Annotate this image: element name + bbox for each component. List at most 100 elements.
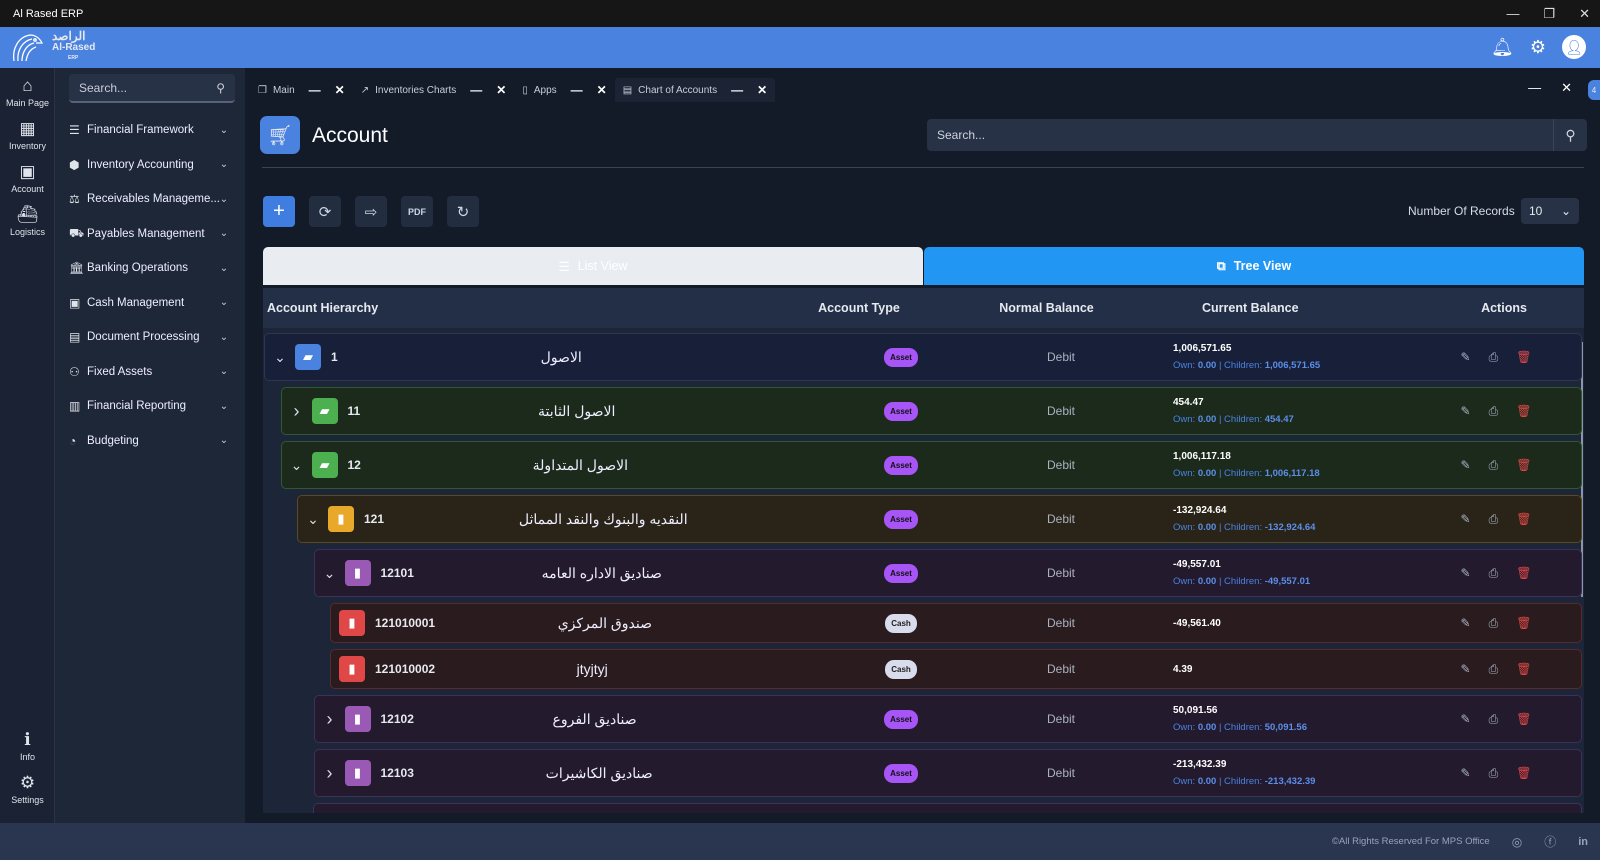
- tab-count-badge[interactable]: 4: [1588, 80, 1600, 100]
- trash-icon[interactable]: 🗑︎: [1516, 765, 1532, 780]
- tab-minimize-button[interactable]: —: [731, 83, 744, 97]
- trash-icon[interactable]: 🗑︎: [1516, 565, 1532, 580]
- tab-close-button[interactable]: ✕: [596, 83, 607, 97]
- scrollbar[interactable]: [1581, 342, 1583, 597]
- table-row[interactable]: ⌄ ▰ 1 الاصول Asset Debit 1,006,571.65 Own: 0…: [264, 333, 1582, 381]
- table-row[interactable]: ⌄ ▮ 121 النقديه والبنوك والنقد المماثل Asse…: [297, 495, 1582, 543]
- print-icon[interactable]: ⎙: [1488, 661, 1499, 676]
- tab-close-button[interactable]: ✕: [334, 83, 345, 97]
- edit-icon[interactable]: ✎: [1460, 349, 1471, 364]
- trash-icon[interactable]: 🗑︎: [1516, 349, 1532, 364]
- print-icon[interactable]: ⎙: [1488, 457, 1499, 472]
- edit-icon[interactable]: ✎: [1460, 457, 1471, 472]
- search-button[interactable]: ⚲: [1553, 119, 1587, 151]
- tab-close-button[interactable]: ✕: [496, 83, 507, 97]
- chevron-down-icon[interactable]: ⌄: [323, 564, 336, 581]
- sidebar-item[interactable]: ⛟ Payables Management ⌄: [69, 223, 239, 245]
- rail-inventory[interactable]: ▦ Inventory: [0, 119, 55, 151]
- rail-account[interactable]: ▣ Account: [0, 162, 55, 194]
- instagram-icon[interactable]: ◎: [1511, 834, 1523, 849]
- print-icon[interactable]: ⎙: [1488, 765, 1499, 780]
- panel-close-button[interactable]: ✕: [1561, 80, 1572, 95]
- sidebar-item[interactable]: ▣ Cash Management ⌄: [69, 292, 239, 314]
- edit-icon[interactable]: ✎: [1460, 565, 1471, 580]
- tab-minimize-button[interactable]: —: [308, 83, 321, 97]
- pdf-button[interactable]: PDF: [401, 196, 433, 227]
- table-row[interactable]: › ▮ 12103 صناديق الكاشيرات Asset Debit -213…: [313, 749, 1582, 797]
- rail-main-page[interactable]: ⌂ Main Page: [0, 76, 55, 108]
- sidebar-item[interactable]: ⚖ Receivables Manageme... ⌄: [69, 188, 239, 210]
- export-button[interactable]: ⇨: [355, 196, 387, 227]
- print-icon[interactable]: ⎙: [1488, 403, 1499, 418]
- edit-icon[interactable]: ✎: [1460, 511, 1471, 526]
- tab-main[interactable]: ❐ Main — ✕: [250, 78, 353, 102]
- print-icon[interactable]: ⎙: [1488, 565, 1499, 580]
- trash-icon[interactable]: 🗑︎: [1516, 457, 1532, 472]
- bell-icon[interactable]: 🔔︎: [1491, 36, 1514, 57]
- tree-view-tab[interactable]: ⧉ Tree View: [924, 247, 1584, 285]
- chevron-down-icon[interactable]: ⌄: [307, 510, 319, 527]
- print-icon[interactable]: ⎙: [1488, 711, 1499, 726]
- facebook-icon[interactable]: ⓕ: [1544, 835, 1557, 849]
- chevron-right-icon[interactable]: ›: [326, 708, 333, 729]
- linkedin-icon[interactable]: in: [1578, 835, 1588, 848]
- rail-settings[interactable]: ⚙ Settings: [0, 773, 55, 805]
- chevron-right-icon[interactable]: ›: [293, 400, 300, 421]
- edit-icon[interactable]: ✎: [1460, 615, 1471, 630]
- gear-icon[interactable]: ⚙: [1529, 36, 1546, 57]
- table-row[interactable]: › ▰ 11 الاصول الثابتة Asset Debit 454.47 Own…: [280, 387, 1582, 435]
- sidebar-item[interactable]: ⬢ Inventory Accounting ⌄: [69, 154, 239, 176]
- records-select[interactable]: 10 ⌄: [1521, 198, 1579, 224]
- trash-icon[interactable]: 🗑︎: [1516, 615, 1532, 630]
- edit-icon[interactable]: ✎: [1460, 765, 1471, 780]
- add-button[interactable]: +: [263, 196, 295, 227]
- tab-minimize-button[interactable]: —: [570, 83, 583, 97]
- tab-minimize-button[interactable]: —: [470, 83, 483, 97]
- user-avatar-icon[interactable]: 👤︎: [1562, 35, 1586, 59]
- trash-icon[interactable]: 🗑︎: [1516, 711, 1532, 726]
- table-row[interactable]: › ▮ 12102 صناديق الفروع Asset Debit 50,091.…: [313, 695, 1582, 743]
- account-name: الاصول الثابتة: [538, 402, 616, 419]
- minimize-button[interactable]: —: [1506, 6, 1520, 21]
- sidebar-item[interactable]: ◔ Budgeting ⌄: [69, 430, 239, 452]
- print-icon[interactable]: ⎙: [1488, 511, 1499, 526]
- table-row[interactable]: ⌄ ▮ 12101 صناديق الاداره العامه Asset Debit…: [313, 549, 1582, 597]
- sidebar-search-input[interactable]: Search... ⚲: [69, 74, 235, 103]
- edit-icon[interactable]: ✎: [1460, 661, 1471, 676]
- trash-icon[interactable]: 🗑︎: [1516, 403, 1532, 418]
- table-row[interactable]: ▮ 121010002 jtyjtyj Cash Debit 4.39 ✎ ⎙ 🗑︎: [330, 649, 1582, 689]
- close-window-button[interactable]: ✕: [1579, 5, 1590, 21]
- print-icon[interactable]: ⎙: [1488, 615, 1499, 630]
- normal-balance: Debit: [1046, 662, 1075, 676]
- tab-chart-of-accounts[interactable]: ▤ Chart of Accounts — ✕: [614, 78, 776, 102]
- tab-close-button[interactable]: ✕: [757, 83, 768, 97]
- chevron-right-icon[interactable]: ›: [326, 762, 333, 783]
- sidebar-item[interactable]: ▥ Financial Reporting ⌄: [69, 395, 239, 417]
- sidebar-item[interactable]: ⚇ Fixed Assets ⌄: [69, 361, 239, 383]
- sidebar-item[interactable]: ▤ Document Processing ⌄: [69, 326, 239, 348]
- chevron-down-icon[interactable]: ⌄: [290, 456, 303, 473]
- sidebar-item[interactable]: 🏛︎ Banking Operations ⌄: [69, 257, 239, 279]
- edit-icon[interactable]: ✎: [1460, 711, 1471, 726]
- rail-logistics[interactable]: ⛴ Logistics: [0, 205, 55, 237]
- chevron-down-icon[interactable]: ⌄: [274, 348, 286, 365]
- table-row[interactable]: ⌄ ▰ 12 الاصول المتداولة Asset Debit 1,006,1…: [280, 441, 1582, 489]
- refresh-button[interactable]: ↻: [447, 196, 479, 227]
- list-view-tab[interactable]: ☰ List View: [263, 247, 923, 285]
- sync-button[interactable]: ⟳: [309, 196, 341, 227]
- maximize-button[interactable]: ❐: [1543, 5, 1556, 21]
- sidebar-item[interactable]: ☰ Financial Framework ⌄: [69, 119, 239, 141]
- account-search-input[interactable]: Search... ⚲: [927, 119, 1587, 151]
- tab-inventories-charts[interactable]: ↗ Inventories Charts — ✕: [353, 78, 515, 102]
- trash-icon[interactable]: 🗑︎: [1516, 511, 1532, 526]
- account-type-badge: Cash: [885, 613, 917, 633]
- table-row[interactable]: ▮ 121010001 صندوق المركزي Cash Debit -49,5…: [330, 603, 1582, 643]
- panel-minimize-button[interactable]: —: [1528, 80, 1542, 95]
- logo[interactable]: الراصد Al-Rased ERP: [10, 30, 95, 65]
- trash-icon[interactable]: 🗑︎: [1516, 661, 1532, 676]
- table-row[interactable]: [313, 803, 1582, 813]
- rail-info[interactable]: ℹ Info: [0, 730, 55, 762]
- tab-apps[interactable]: ▯ Apps — ✕: [514, 78, 614, 102]
- edit-icon[interactable]: ✎: [1460, 403, 1471, 418]
- print-icon[interactable]: ⎙: [1488, 349, 1499, 364]
